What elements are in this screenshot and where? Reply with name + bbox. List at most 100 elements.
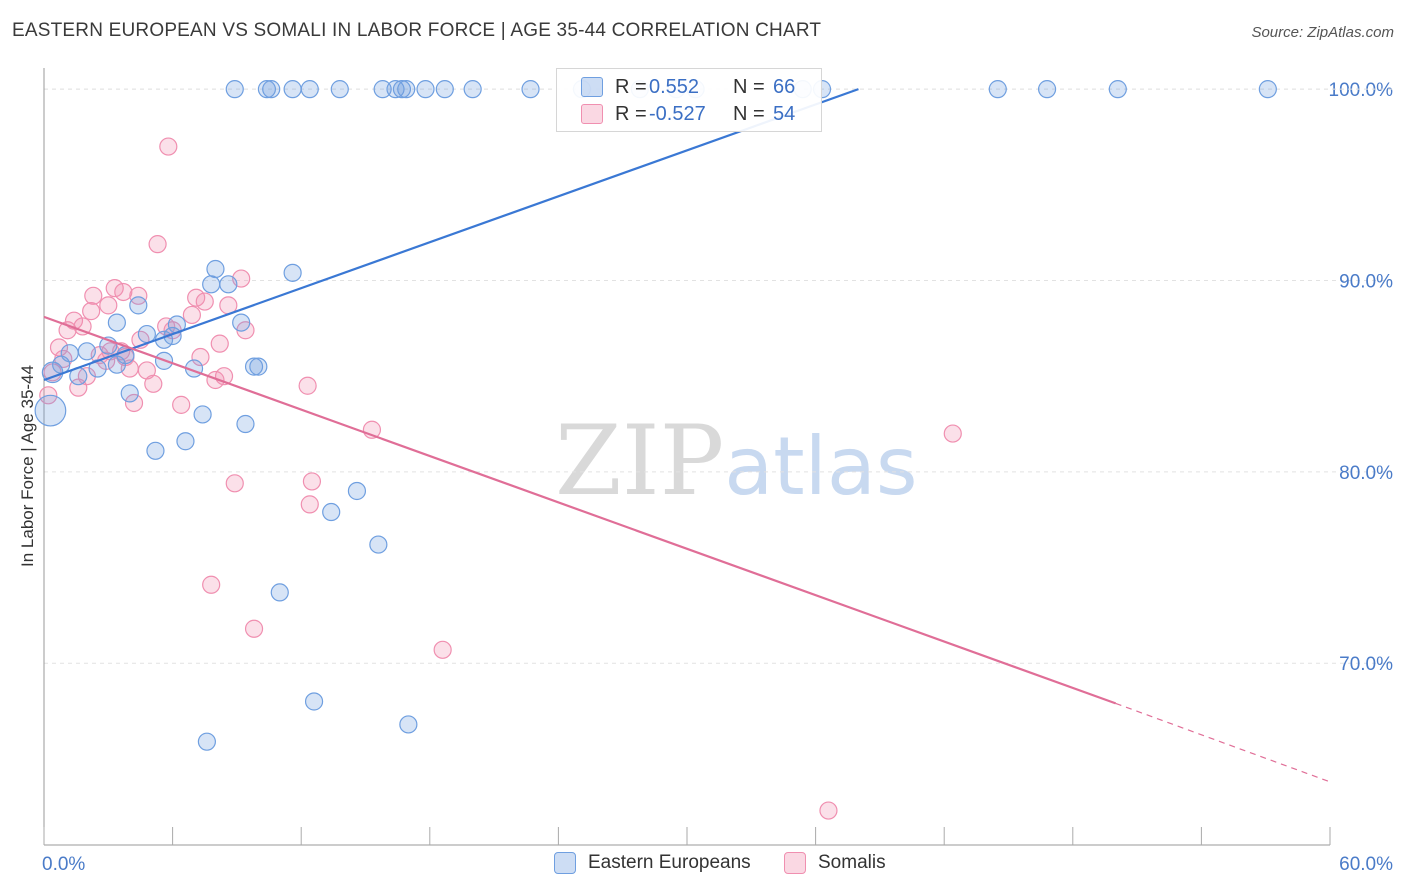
eastern-europeans-point bbox=[300, 80, 319, 99]
blue-swatch-icon bbox=[581, 77, 603, 97]
eastern-europeans-point bbox=[236, 414, 255, 434]
eastern-europeans-point bbox=[244, 357, 264, 376]
eastern-europeans-point bbox=[202, 275, 221, 294]
somalis-point bbox=[302, 472, 322, 491]
eastern-europeans-point bbox=[1258, 80, 1277, 99]
somalis-point bbox=[114, 282, 133, 302]
somalis-point bbox=[105, 279, 124, 298]
watermark: ZIPatlas bbox=[555, 405, 918, 517]
eastern-europeans-point bbox=[399, 715, 418, 734]
eastern-europeans-point bbox=[416, 80, 435, 99]
eastern-europeans-point bbox=[107, 313, 126, 332]
somalis-point bbox=[124, 393, 144, 413]
eastern-europeans-point bbox=[283, 80, 302, 99]
somalis-point bbox=[84, 286, 103, 305]
eastern-europeans-point bbox=[347, 481, 367, 501]
eastern-europeans-point bbox=[60, 344, 79, 363]
pink-swatch-icon bbox=[784, 852, 806, 874]
r-label: R = bbox=[615, 75, 647, 98]
legend-somalis[interactable]: Somalis bbox=[784, 852, 886, 874]
r-value: -0.527 bbox=[649, 102, 706, 125]
somalis-point bbox=[210, 334, 229, 353]
eastern-europeans-point bbox=[397, 80, 416, 99]
watermark-zip: ZIP bbox=[555, 405, 725, 517]
eastern-europeans-point bbox=[34, 394, 67, 427]
somalis-point bbox=[144, 374, 163, 393]
eastern-europeans-point bbox=[176, 432, 195, 451]
somalis-point bbox=[159, 137, 178, 156]
eastern-europeans-point bbox=[197, 732, 216, 751]
eastern-europeans-point bbox=[1108, 80, 1127, 99]
somalis-point bbox=[206, 370, 225, 390]
somalis-point bbox=[298, 376, 317, 395]
blue-swatch-icon bbox=[554, 852, 576, 874]
somalis-point bbox=[300, 495, 319, 514]
eastern-europeans-point bbox=[369, 535, 388, 554]
eastern-europeans-point bbox=[521, 80, 540, 99]
eastern-europeans-point bbox=[392, 80, 412, 99]
somalis-point bbox=[433, 640, 452, 659]
x-tick-label-min: 0.0% bbox=[42, 854, 85, 875]
r-value: 0.552 bbox=[649, 75, 700, 98]
stats-legend: R = 0.552 N = 66 R = -0.527 N = 54 bbox=[556, 68, 822, 132]
legend-label: Eastern Europeans bbox=[588, 852, 751, 873]
source-credit: Source: ZipAtlas.com bbox=[1251, 24, 1394, 41]
eastern-europeans-point bbox=[373, 80, 392, 99]
chart-title: EASTERN EUROPEAN VS SOMALI IN LABOR FORC… bbox=[12, 20, 822, 41]
legend-label: Somalis bbox=[818, 852, 886, 873]
somalis-point bbox=[82, 302, 101, 321]
eastern-europeans-point bbox=[322, 502, 341, 522]
pink-swatch-icon bbox=[581, 104, 603, 124]
eastern-europeans-point bbox=[129, 296, 148, 315]
somalis-point bbox=[172, 395, 191, 414]
somalis-point bbox=[225, 474, 244, 493]
eastern-europeans-point bbox=[270, 583, 289, 602]
eastern-europeans-trendline bbox=[43, 88, 859, 382]
somalis-trendline-extension bbox=[1115, 702, 1331, 783]
y-tick-label: 90.0% bbox=[1339, 271, 1393, 292]
eastern-europeans-point bbox=[193, 405, 212, 424]
y-tick-label: 80.0% bbox=[1339, 463, 1393, 484]
somalis-point bbox=[819, 801, 838, 820]
n-value: 54 bbox=[773, 102, 796, 125]
eastern-europeans-point bbox=[225, 80, 244, 99]
somalis-point bbox=[187, 288, 206, 307]
somalis-point bbox=[129, 286, 148, 305]
eastern-europeans-point bbox=[257, 80, 277, 99]
y-tick-label: 100.0% bbox=[1329, 80, 1394, 101]
watermark-atlas: atlas bbox=[724, 420, 918, 513]
n-label: N = bbox=[733, 75, 765, 98]
eastern-europeans-point bbox=[386, 80, 405, 99]
eastern-europeans-point bbox=[249, 357, 268, 376]
somalis-point bbox=[99, 296, 118, 315]
x-tick-label-max: 60.0% bbox=[1339, 854, 1393, 875]
n-label: N = bbox=[733, 102, 765, 125]
eastern-europeans-point bbox=[283, 263, 302, 282]
somalis-trendline bbox=[43, 315, 1117, 705]
y-tick-label: 70.0% bbox=[1339, 654, 1393, 675]
eastern-europeans-point bbox=[304, 692, 324, 711]
somalis-point bbox=[195, 292, 214, 311]
n-value: 66 bbox=[773, 75, 796, 98]
eastern-europeans-point bbox=[262, 80, 281, 99]
eastern-europeans-point bbox=[988, 80, 1007, 99]
eastern-europeans-point bbox=[219, 275, 238, 294]
eastern-europeans-point bbox=[77, 342, 96, 361]
somalis-point bbox=[244, 619, 264, 638]
legend-eastern-europeans[interactable]: Eastern Europeans bbox=[554, 852, 751, 874]
somalis-point bbox=[202, 575, 221, 594]
somalis-point bbox=[73, 317, 92, 336]
r-label: R = bbox=[615, 102, 647, 125]
eastern-europeans-point bbox=[435, 80, 454, 99]
eastern-europeans-point bbox=[330, 80, 349, 99]
somalis-point bbox=[182, 305, 201, 325]
eastern-europeans-point bbox=[1037, 80, 1057, 99]
somalis-point bbox=[943, 424, 962, 443]
eastern-europeans-point bbox=[206, 259, 225, 279]
eastern-europeans-point bbox=[232, 313, 251, 332]
eastern-europeans-point bbox=[120, 384, 139, 403]
eastern-europeans-point bbox=[146, 441, 165, 460]
somalis-point bbox=[191, 347, 210, 367]
eastern-europeans-point bbox=[463, 80, 482, 99]
